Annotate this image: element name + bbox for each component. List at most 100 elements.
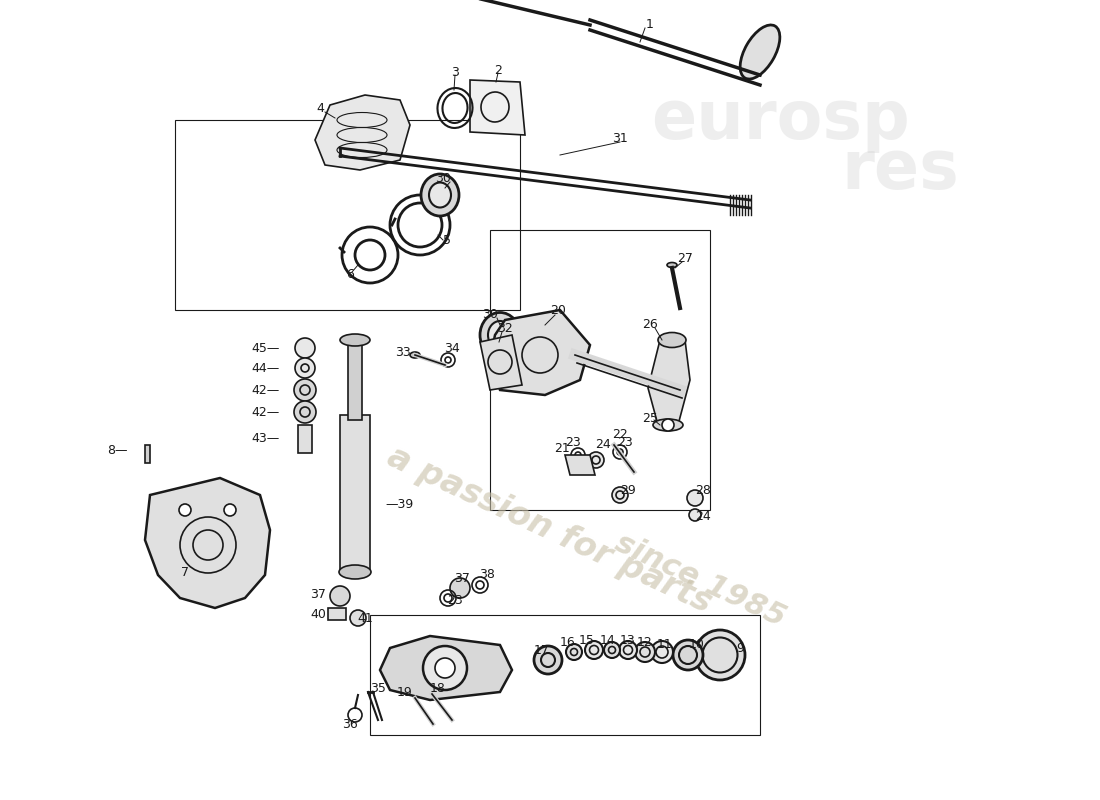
Text: 30: 30: [482, 309, 498, 322]
Text: 28: 28: [695, 483, 711, 497]
Text: 26: 26: [642, 318, 658, 331]
Ellipse shape: [427, 690, 437, 695]
Bar: [340, 415, 370, 570]
Circle shape: [688, 490, 703, 506]
Ellipse shape: [635, 642, 654, 662]
Text: 30: 30: [436, 171, 451, 185]
Ellipse shape: [673, 640, 703, 670]
Text: 33: 33: [395, 346, 411, 358]
Polygon shape: [648, 340, 690, 425]
Circle shape: [588, 452, 604, 468]
Ellipse shape: [585, 641, 603, 659]
Text: 5: 5: [443, 234, 451, 246]
Text: 42—: 42—: [252, 406, 280, 418]
Bar: [348, 340, 362, 420]
Polygon shape: [490, 310, 590, 395]
Polygon shape: [480, 335, 522, 390]
Text: eurosp: eurosp: [650, 87, 910, 153]
Circle shape: [689, 509, 701, 521]
Text: —39: —39: [385, 498, 414, 511]
Polygon shape: [379, 636, 512, 700]
Text: 36: 36: [342, 718, 358, 731]
Text: 31: 31: [612, 131, 628, 145]
Circle shape: [662, 419, 674, 431]
Circle shape: [424, 646, 468, 690]
Ellipse shape: [410, 352, 420, 358]
Text: 23: 23: [447, 594, 463, 606]
Text: 29: 29: [620, 483, 636, 497]
Text: 45—: 45—: [252, 342, 280, 354]
Ellipse shape: [421, 174, 459, 216]
Text: since 1985: since 1985: [610, 528, 790, 632]
Bar: [328, 608, 346, 620]
Ellipse shape: [695, 630, 745, 680]
Text: 21: 21: [554, 442, 570, 454]
Text: 37: 37: [310, 589, 326, 602]
Text: 38: 38: [480, 569, 495, 582]
Text: 10: 10: [689, 638, 705, 651]
Ellipse shape: [534, 646, 562, 674]
Bar: [298, 425, 312, 453]
Circle shape: [434, 658, 455, 678]
Circle shape: [450, 578, 470, 598]
Text: 43—: 43—: [252, 431, 280, 445]
Text: 32: 32: [497, 322, 513, 334]
Text: 7: 7: [182, 566, 189, 578]
Text: 1: 1: [646, 18, 653, 31]
Text: 22: 22: [612, 429, 628, 442]
Text: 23: 23: [617, 435, 632, 449]
Ellipse shape: [653, 419, 683, 431]
Ellipse shape: [339, 565, 371, 579]
Text: 13: 13: [620, 634, 636, 647]
Ellipse shape: [619, 641, 637, 659]
Ellipse shape: [604, 642, 620, 658]
Circle shape: [294, 379, 316, 401]
Text: 42—: 42—: [252, 383, 280, 397]
Polygon shape: [470, 80, 525, 135]
Circle shape: [224, 504, 236, 516]
Text: 40: 40: [310, 609, 326, 622]
Text: 20: 20: [550, 303, 565, 317]
Ellipse shape: [651, 641, 673, 663]
Text: 2: 2: [494, 63, 502, 77]
Polygon shape: [565, 455, 595, 475]
Ellipse shape: [566, 644, 582, 660]
Circle shape: [179, 504, 191, 516]
Text: 8—: 8—: [108, 443, 128, 457]
Polygon shape: [145, 478, 270, 608]
Circle shape: [350, 610, 366, 626]
Text: a passion for parts: a passion for parts: [383, 440, 717, 620]
Circle shape: [612, 487, 628, 503]
Text: 9: 9: [736, 642, 744, 654]
Text: 24: 24: [595, 438, 610, 451]
Text: 23: 23: [565, 437, 581, 450]
Text: 17: 17: [535, 643, 550, 657]
Text: 37: 37: [454, 571, 470, 585]
Circle shape: [330, 586, 350, 606]
Ellipse shape: [658, 333, 686, 347]
Circle shape: [295, 338, 315, 358]
Text: 44—: 44—: [252, 362, 280, 374]
Circle shape: [295, 358, 315, 378]
Text: 35: 35: [370, 682, 386, 694]
Text: 16: 16: [560, 637, 576, 650]
Text: 11: 11: [657, 638, 673, 651]
Ellipse shape: [340, 334, 370, 346]
Text: 41: 41: [358, 611, 373, 625]
Text: 25: 25: [642, 411, 658, 425]
Ellipse shape: [740, 25, 780, 79]
Text: 14: 14: [601, 634, 616, 647]
Text: 6: 6: [346, 269, 354, 282]
Text: 15: 15: [579, 634, 595, 647]
Text: 34: 34: [444, 342, 460, 354]
Text: 3: 3: [451, 66, 459, 78]
Ellipse shape: [480, 313, 520, 358]
Text: 19: 19: [397, 686, 412, 698]
Ellipse shape: [429, 182, 451, 207]
Text: 18: 18: [430, 682, 446, 694]
Text: 27: 27: [678, 251, 693, 265]
Circle shape: [294, 401, 316, 423]
Text: res: res: [842, 137, 959, 203]
Text: 12: 12: [637, 637, 653, 650]
Ellipse shape: [667, 262, 676, 267]
